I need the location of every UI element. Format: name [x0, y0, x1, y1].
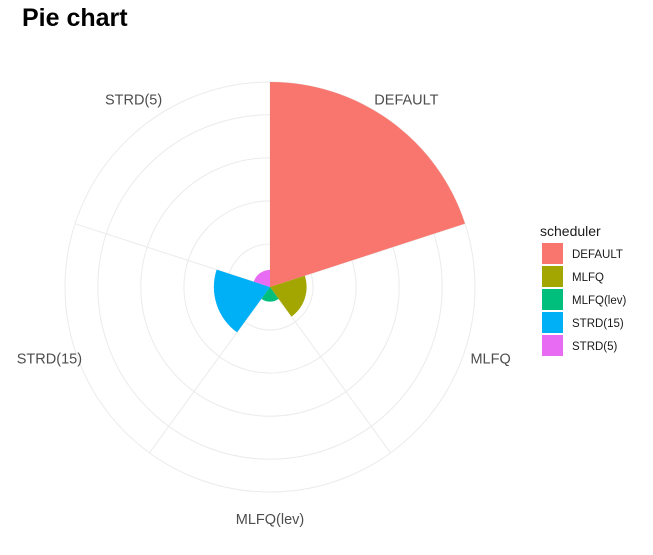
- category-label-1: DEFAULT: [374, 92, 438, 108]
- wedge-default: [270, 82, 465, 287]
- category-label-4: STRD(15): [17, 352, 82, 368]
- legend-swatch-2: [542, 266, 563, 287]
- category-labels: DEFAULT MLFQ MLFQ(lev) STRD(15) STRD(5): [17, 92, 511, 528]
- legend-swatch-3: [542, 289, 563, 310]
- legend-label-5: STRD(5): [572, 341, 618, 353]
- legend-title: scheduler: [540, 223, 601, 239]
- legend: scheduler DEFAULT MLFQ MLFQ(lev) STRD(15) STR…: [540, 223, 626, 356]
- legend-label-4: STRD(15): [572, 318, 624, 330]
- wedge-strd-15: [213, 269, 270, 333]
- chart-title: Pie chart: [22, 4, 128, 32]
- legend-label-2: MLFQ: [572, 272, 604, 284]
- legend-swatch-4: [542, 312, 563, 333]
- legend-label-3: MLFQ(lev): [572, 295, 626, 307]
- category-label-5: STRD(5): [105, 92, 162, 108]
- wedge-mlfq: [270, 275, 307, 317]
- legend-label-1: DEFAULT: [572, 249, 623, 261]
- wedge-mlfq-lev: [261, 287, 279, 302]
- legend-swatch-1: [542, 243, 563, 264]
- category-label-2: MLFQ: [470, 352, 510, 368]
- wedge-strd-5: [253, 269, 270, 287]
- category-label-3: MLFQ(lev): [236, 512, 304, 528]
- legend-swatch-5: [542, 335, 563, 356]
- wedges: [213, 82, 465, 333]
